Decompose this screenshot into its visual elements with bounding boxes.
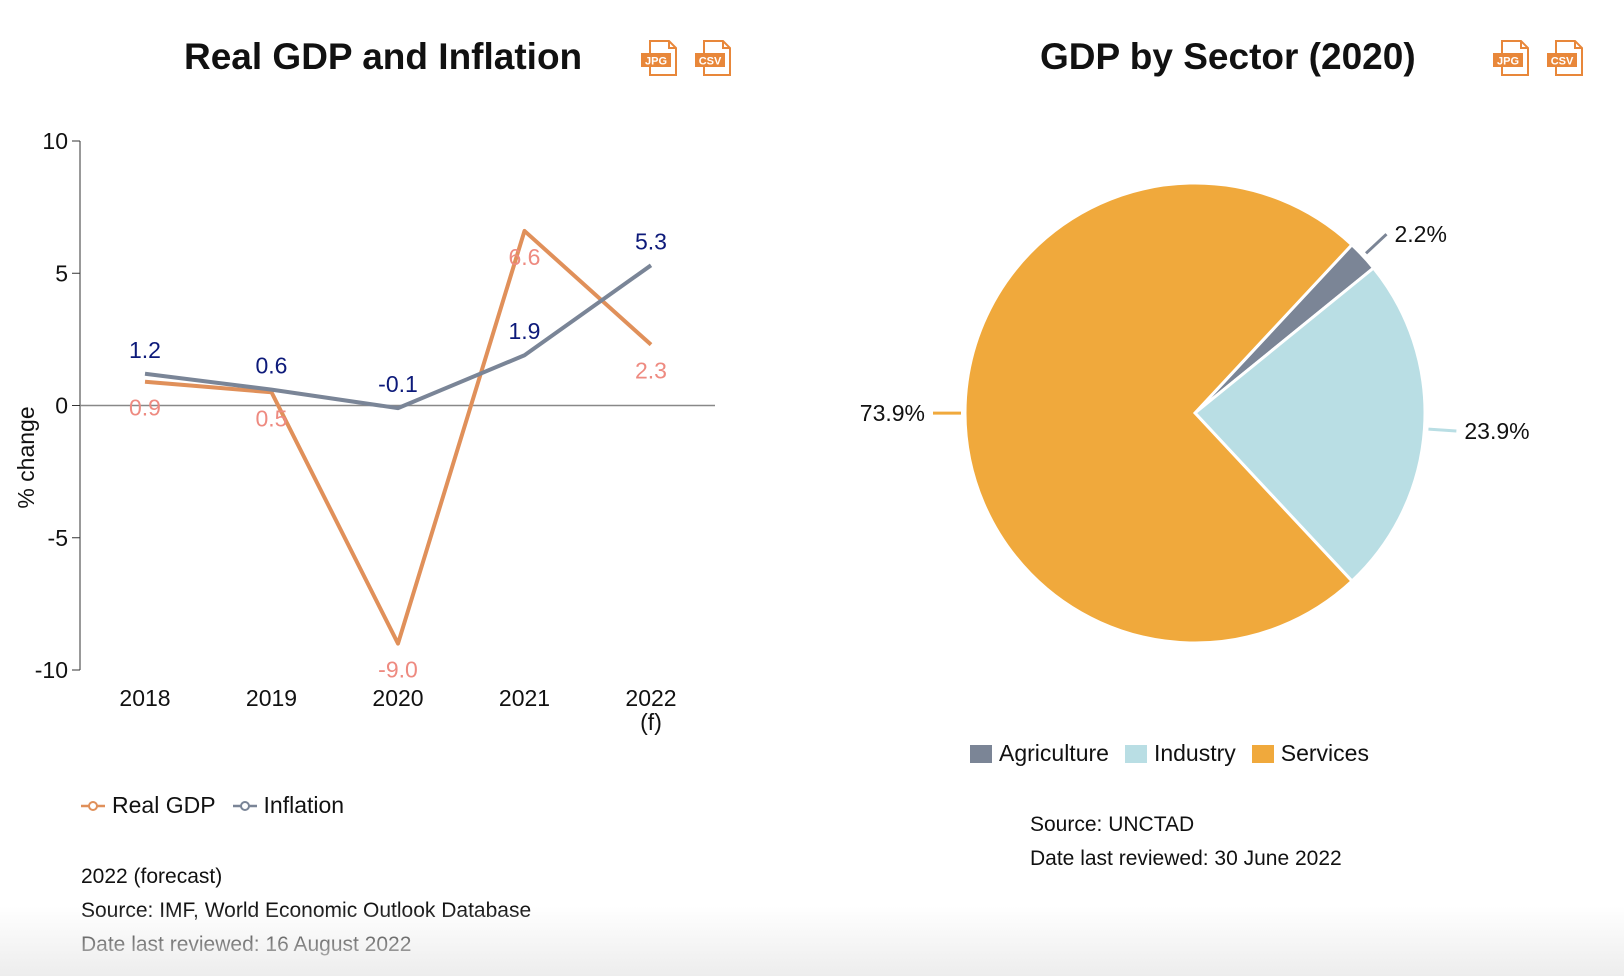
csv-icon-label: CSV bbox=[1551, 56, 1574, 68]
pie-slice-services bbox=[963, 181, 1355, 645]
csv-icon-label: CSV bbox=[699, 56, 722, 68]
legend-item-industry[interactable]: Industry bbox=[1124, 740, 1236, 767]
real-gdp-data-label: 0.5 bbox=[256, 405, 288, 431]
x-tick-label: 2019 bbox=[246, 685, 297, 711]
real-gdp-data-label: 2.3 bbox=[635, 358, 667, 384]
gdp-inflation-panel: Real GDP and Inflation JPG CSV 10 5 0 -5 -10… bbox=[13, 36, 736, 962]
forecast-note: 2022 (forecast) bbox=[81, 865, 223, 888]
x-tick-label: 2018 bbox=[119, 685, 170, 711]
pie-chart: 2.2% 23.9% 73.9% bbox=[860, 181, 1530, 645]
jpg-icon-label: JPG bbox=[645, 56, 667, 68]
pie-label-services: 73.9% bbox=[860, 400, 925, 426]
pie-connector-agriculture bbox=[1365, 233, 1388, 255]
agriculture-swatch bbox=[970, 744, 992, 763]
pie-chart-legend: Agriculture Industry Services bbox=[970, 740, 1385, 767]
legend-label-inflation: Inflation bbox=[263, 792, 345, 818]
inflation-data-label: 1.9 bbox=[509, 318, 541, 344]
legend-item-services[interactable]: Services bbox=[1251, 740, 1369, 767]
pie-connector-industry bbox=[1428, 427, 1457, 433]
inflation-legend-marker-icon bbox=[232, 800, 257, 811]
services-swatch bbox=[1251, 744, 1274, 763]
y-tick-label: -10 bbox=[35, 657, 68, 683]
x-tick-sublabel: (f) bbox=[640, 709, 662, 735]
legend-label-industry: Industry bbox=[1153, 740, 1236, 766]
download-csv-icon[interactable]: CSV bbox=[1546, 40, 1588, 76]
y-axis-label: % change bbox=[13, 406, 39, 508]
y-tick-label: 10 bbox=[42, 128, 68, 154]
download-jpg-icon[interactable]: JPG bbox=[640, 40, 682, 76]
legend-item-agriculture[interactable]: Agriculture bbox=[970, 740, 1109, 767]
legend-label-services: Services bbox=[1280, 740, 1369, 766]
pie-slice-industry bbox=[1192, 265, 1427, 584]
jpg-icon-label: JPG bbox=[1497, 56, 1519, 68]
line-chart-title: Real GDP and Inflation bbox=[184, 36, 583, 77]
line-chart: 10 5 0 -5 -10 % change 2018 2019 2020 2021 2022(f)… bbox=[13, 128, 715, 735]
x-tick-label: 2022 bbox=[625, 685, 676, 711]
line-chart-legend: Real GDP Inflation bbox=[80, 792, 360, 819]
pie-label-agriculture: 2.2% bbox=[1394, 221, 1446, 247]
source-note: Source: IMF, World Economic Outlook Data… bbox=[81, 899, 532, 922]
legend-item-real-gdp[interactable]: Real GDP bbox=[80, 792, 216, 819]
inflation-data-label: 0.6 bbox=[256, 353, 288, 379]
legend-label-agriculture: Agriculture bbox=[999, 740, 1109, 766]
y-tick-label: 5 bbox=[55, 260, 68, 286]
legend-item-inflation[interactable]: Inflation bbox=[232, 792, 345, 819]
pie-chart-notes: Source: UNCTAD Date last reviewed: 30 Ju… bbox=[1030, 808, 1342, 876]
review-date-note: Date last reviewed: 16 August 2022 bbox=[81, 933, 412, 956]
line-chart-notes: 2022 (forecast) Source: IMF, World Econo… bbox=[81, 860, 531, 962]
x-tick-label: 2020 bbox=[372, 685, 423, 711]
real-gdp-data-label: 6.6 bbox=[509, 244, 541, 270]
inflation-data-label: -0.1 bbox=[378, 371, 418, 397]
legend-label-real-gdp: Real GDP bbox=[112, 792, 216, 818]
download-jpg-icon[interactable]: JPG bbox=[1492, 40, 1534, 76]
real-gdp-legend-marker-icon bbox=[81, 800, 105, 811]
x-tick-label: 2021 bbox=[499, 685, 550, 711]
y-tick-label: -5 bbox=[48, 525, 68, 551]
inflation-data-label: 5.3 bbox=[635, 228, 667, 254]
real-gdp-data-label: 0.9 bbox=[129, 395, 161, 421]
inflation-line bbox=[144, 263, 653, 411]
download-csv-icon[interactable]: CSV bbox=[694, 40, 736, 76]
real-gdp-data-label: -9.0 bbox=[378, 657, 418, 683]
inflation-data-label: 1.2 bbox=[129, 337, 161, 363]
pie-chart-title: GDP by Sector (2020) bbox=[1040, 36, 1416, 77]
pie-label-industry: 23.9% bbox=[1464, 418, 1529, 444]
pie-source-note: Source: UNCTAD bbox=[1030, 813, 1195, 836]
pie-review-date-note: Date last reviewed: 30 June 2022 bbox=[1030, 847, 1342, 870]
y-tick-label: 0 bbox=[55, 393, 68, 419]
industry-swatch bbox=[1124, 744, 1147, 763]
real-gdp-line bbox=[144, 228, 653, 646]
gdp-sector-panel: GDP by Sector (2020) JPG CSV 2.2% 23.9% 73… bbox=[812, 0, 1624, 976]
